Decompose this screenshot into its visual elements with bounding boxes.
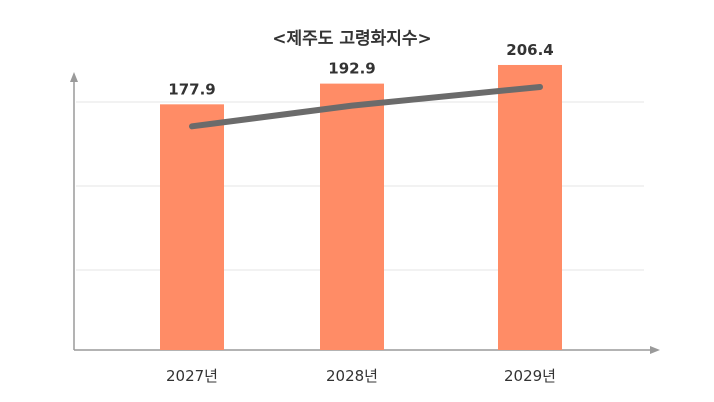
trend-line [189,83,543,130]
y-axis-arrow [70,72,78,82]
trend-line-layer [189,83,543,130]
bar-1 [160,104,224,350]
x-tick-label-1: 2027년 [166,367,218,385]
value-label-2: 192.9 [328,60,375,78]
x-tick-label-3: 2029년 [504,367,556,385]
x-tick-labels: 2027년 2028년 2029년 [166,367,556,385]
value-label-3: 206.4 [506,41,553,59]
bar-2 [320,83,384,350]
x-tick-label-2: 2028년 [326,367,378,385]
bar-3 [498,64,562,350]
value-label-1: 177.9 [168,80,215,98]
bars [160,64,562,350]
chart-title: <제주도 고령화지수> [272,28,432,49]
value-labels: 177.9 192.9 206.4 [168,41,553,98]
x-axis-arrow [650,346,660,354]
